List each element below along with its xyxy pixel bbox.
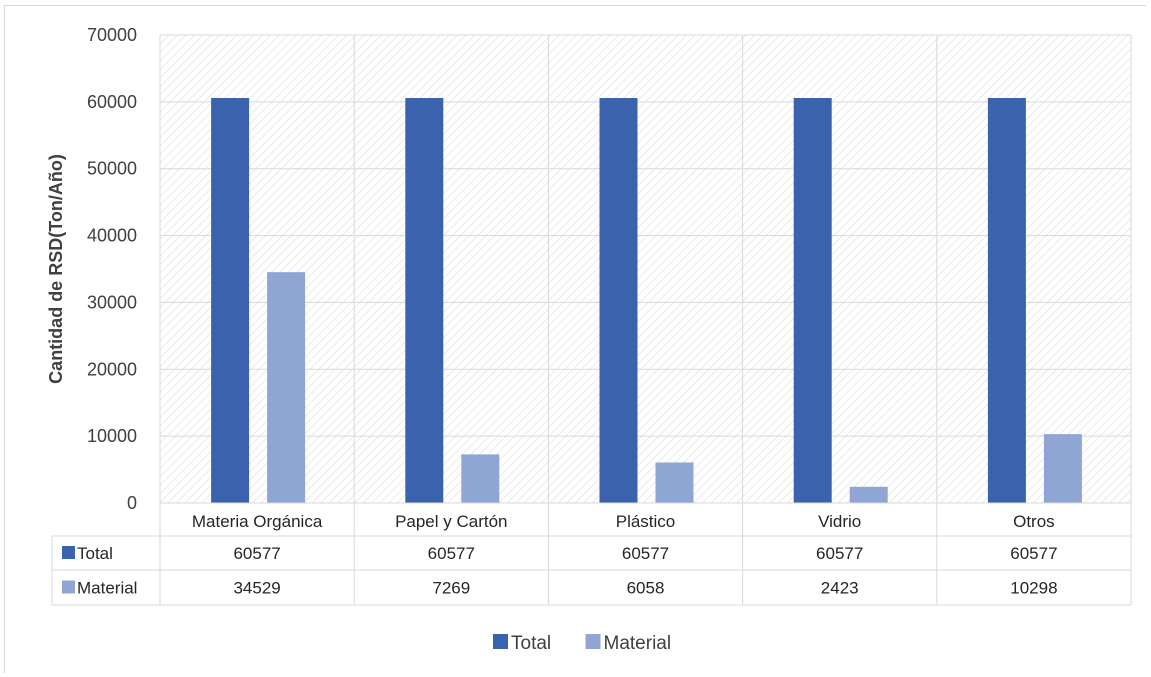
y-tick-label: 20000 — [87, 359, 137, 379]
x-tick-label: Plástico — [616, 512, 676, 531]
y-axis-label: Cantidad de RSD(Ton/Año) — [46, 154, 66, 384]
table-legend-key — [62, 546, 75, 559]
table-cell: 60577 — [428, 544, 475, 563]
table-cell: 2423 — [821, 579, 859, 598]
y-tick-label: 40000 — [87, 226, 137, 246]
table-cell: 10298 — [1010, 579, 1057, 598]
table-cell: 6058 — [627, 579, 665, 598]
bar-total — [405, 97, 444, 504]
table-cell: 60577 — [233, 544, 280, 563]
table-series-label: Material — [77, 579, 137, 598]
bar-total — [211, 97, 250, 504]
y-tick-label: 70000 — [87, 25, 137, 45]
x-tick-label: Otros — [1013, 512, 1055, 531]
bar-material — [655, 462, 694, 503]
bar-material — [267, 272, 306, 503]
x-tick-label: Materia Orgánica — [192, 512, 323, 531]
bar-total — [599, 97, 638, 504]
x-tick-label: Papel y Cartón — [395, 512, 507, 531]
legend-key-total — [493, 634, 508, 649]
table-cell: 60577 — [1010, 544, 1057, 563]
legend-label: Total — [511, 633, 551, 654]
legend-label: Material — [604, 633, 672, 654]
bar-total — [987, 97, 1026, 504]
plot-area — [160, 35, 1131, 503]
y-tick-label: 0 — [127, 493, 137, 513]
bar-material — [849, 486, 888, 503]
table-cell: 60577 — [816, 544, 863, 563]
chart-frame — [4, 5, 1146, 673]
bar-material — [461, 454, 500, 503]
x-tick-label: Vidrio — [818, 512, 861, 531]
y-tick-label: 10000 — [87, 426, 137, 446]
table-series-label: Total — [77, 544, 113, 563]
legend-key-material — [585, 634, 601, 649]
y-tick-label: 50000 — [87, 159, 137, 179]
y-tick-label: 30000 — [87, 292, 137, 312]
table-cell: 34529 — [233, 579, 280, 598]
table-legend-key — [62, 580, 75, 594]
bar-material — [1043, 434, 1082, 503]
table-cell: 7269 — [432, 579, 470, 598]
bar-total — [793, 97, 832, 504]
table-cell: 60577 — [622, 544, 669, 563]
y-tick-label: 60000 — [87, 92, 137, 112]
